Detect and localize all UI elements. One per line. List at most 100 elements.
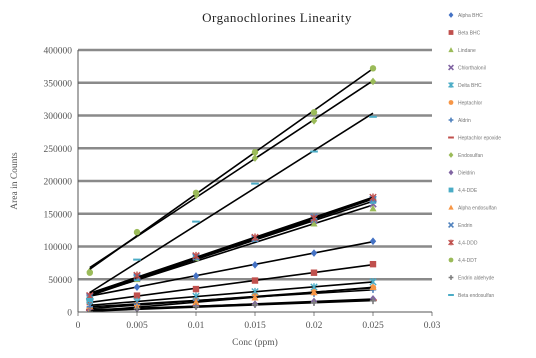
data-point xyxy=(192,303,200,310)
legend-marker xyxy=(448,239,454,246)
legend-marker xyxy=(448,152,454,158)
legend-label: 4,4-DDE xyxy=(458,188,478,194)
legend-label: Delta BHC xyxy=(458,83,482,89)
data-point xyxy=(251,293,259,301)
legend-item: 4,4-DDE xyxy=(448,187,478,194)
legend-marker xyxy=(448,117,454,123)
legend-item: Aldrin xyxy=(448,117,471,124)
data-point xyxy=(251,148,259,156)
axes: 0 50000 100000 150000 200000 250000 300000 3500… xyxy=(44,47,441,332)
data-point xyxy=(192,298,200,306)
legend-marker xyxy=(448,187,454,193)
y-axis-label: Area in Counts xyxy=(10,152,20,210)
legend-marker xyxy=(448,64,454,71)
legend-label: Heptachlor epoxide xyxy=(458,135,501,141)
plot-area xyxy=(85,65,377,312)
legend-item: Dieldrin xyxy=(448,169,475,176)
data-point xyxy=(251,261,259,269)
trendline xyxy=(89,68,374,270)
chart-title: Organochlorines Linearity xyxy=(202,10,352,25)
data-point xyxy=(192,251,200,260)
trendline xyxy=(89,263,374,304)
y-tick-label: 0 xyxy=(67,309,72,319)
y-tick-label: 350000 xyxy=(44,79,73,89)
legend-item: Chlorthalonil xyxy=(448,64,486,71)
y-tick-label: 150000 xyxy=(44,210,73,220)
legend-label: Alpha BHC xyxy=(458,13,483,19)
data-point xyxy=(369,77,377,86)
x-axis-label: Conc (ppm) xyxy=(232,337,278,348)
data-point xyxy=(251,233,259,242)
data-point xyxy=(310,116,318,125)
legend-label: Endosulfan xyxy=(458,153,483,159)
x-tick-label: 0.025 xyxy=(362,321,384,331)
data-point xyxy=(251,277,259,284)
data-point xyxy=(251,301,259,308)
legend-marker xyxy=(448,222,454,228)
legend-label: Beta endosulfan xyxy=(458,293,494,299)
legend-label: Heptachlor xyxy=(458,100,483,106)
data-point xyxy=(251,154,259,162)
series xyxy=(86,65,377,276)
y-tick-label: 100000 xyxy=(44,243,73,253)
legend-item: Alpha endosulfan xyxy=(448,204,497,211)
data-point xyxy=(369,283,377,290)
x-tick-label: 0.03 xyxy=(424,321,441,331)
legend-item: Beta BHC xyxy=(448,30,481,36)
series xyxy=(86,193,377,300)
y-tick-label: 250000 xyxy=(44,145,73,155)
data-point xyxy=(86,269,94,276)
y-tick-label: 300000 xyxy=(44,112,73,122)
y-tick-label: 50000 xyxy=(48,276,72,286)
series xyxy=(86,204,377,302)
data-point xyxy=(310,249,318,257)
data-point xyxy=(369,237,377,246)
legend-marker xyxy=(448,82,454,88)
legend-marker xyxy=(448,169,454,176)
legend-marker xyxy=(448,30,454,35)
data-point xyxy=(192,189,200,196)
legend-label: 4,4-DDD xyxy=(458,240,478,246)
legend-label: 4,4-DDT xyxy=(458,258,477,264)
legend-marker xyxy=(448,204,454,210)
data-point xyxy=(369,297,377,305)
data-point xyxy=(369,193,377,202)
gridlines xyxy=(78,48,432,281)
legend-item: Lindane xyxy=(448,47,476,54)
legend-marker xyxy=(448,100,454,105)
x-tick-label: 0.005 xyxy=(126,321,148,331)
legend-item: Alpha BHC xyxy=(448,12,483,19)
series xyxy=(85,112,377,300)
legend-item: Heptachlor epoxide xyxy=(448,135,501,141)
legend-label: Endrin xyxy=(458,223,473,229)
legend-label: Alpha endosulfan xyxy=(458,205,497,211)
data-point xyxy=(369,65,377,72)
x-tick-label: 0.01 xyxy=(188,321,205,331)
legend-marker xyxy=(448,12,454,18)
data-point xyxy=(133,283,141,291)
data-point xyxy=(192,285,200,293)
legend-label: Dieldrin xyxy=(458,170,475,176)
legend-marker xyxy=(448,275,454,280)
legend-marker xyxy=(448,47,454,53)
trendline xyxy=(89,112,374,294)
data-point xyxy=(369,260,377,268)
legend-item: 4,4-DDD xyxy=(448,239,478,246)
y-tick-label: 200000 xyxy=(44,178,73,188)
y-tick-label: 400000 xyxy=(44,47,73,57)
legend-label: Beta BHC xyxy=(458,30,481,36)
data-point xyxy=(369,204,377,212)
data-point xyxy=(310,269,318,276)
x-tick-label: 0 xyxy=(76,321,81,331)
x-tick-label: 0.015 xyxy=(244,321,266,331)
data-point xyxy=(133,305,141,312)
data-point xyxy=(310,299,318,307)
legend-label: Aldrin xyxy=(458,118,471,124)
legend-marker xyxy=(448,257,454,263)
data-point xyxy=(310,214,318,223)
legend-item: Endrin aldehyde xyxy=(448,275,494,281)
series xyxy=(86,297,377,312)
legend-item: Heptachlor xyxy=(448,100,483,106)
legend-item: Beta endosulfan xyxy=(448,293,494,299)
